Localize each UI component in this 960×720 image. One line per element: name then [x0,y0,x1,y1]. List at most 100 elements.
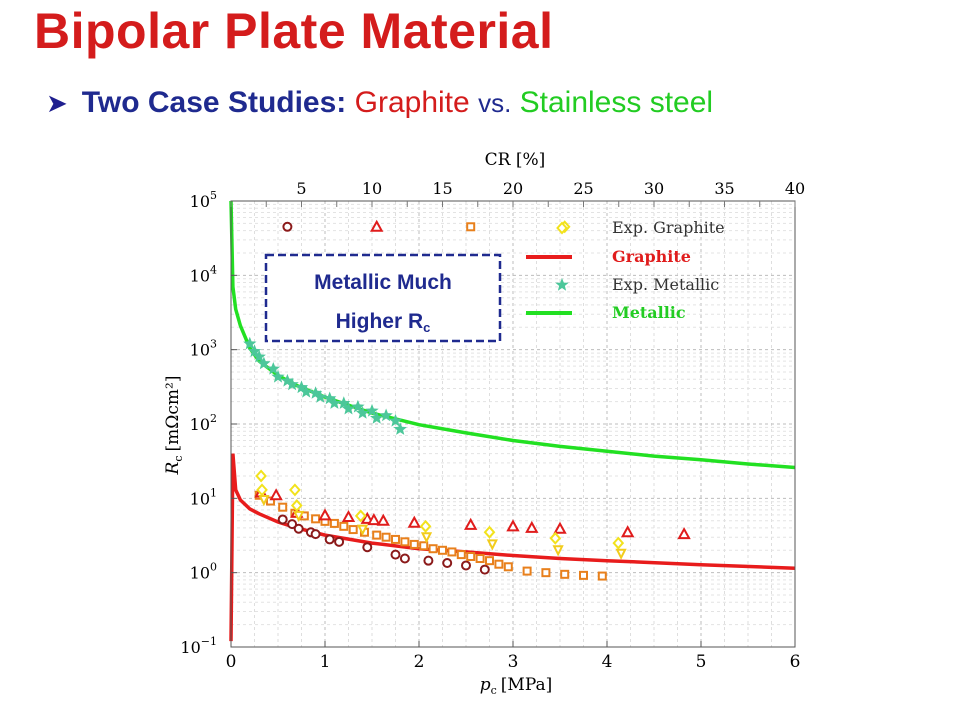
legend-entry-label: Exp. Graphite [612,218,725,237]
x-tick-label: 5 [696,652,707,672]
data-point-square [428,544,438,554]
y-tick-base: 10 [190,266,210,285]
y-tick-base: 10 [190,564,210,583]
series-line-graphite [229,453,796,642]
data-point-circle [442,557,453,568]
data-point-star [280,373,295,387]
y-axis-label-main: R [163,461,183,475]
data-point-circle [293,523,304,534]
callout-border [264,253,502,343]
y-tick-label: 101 [190,486,217,508]
legend: Exp. Graphite Graphite Exp. Metallic Metall… [526,218,725,322]
data-point-star [323,391,337,405]
y-tick-exponent: 3 [210,338,217,351]
data-point-square [391,534,400,544]
data-point-square [447,547,457,557]
data-point-diamond [289,483,301,497]
y-tick-exponent: 0 [210,561,217,574]
data-point-star [388,413,403,427]
x2-tick-label: 40 [785,179,805,198]
y-tick-label: 103 [190,338,217,360]
data-point-diamond [354,509,367,523]
data-point-circle [282,221,293,232]
data-point-star [247,344,262,357]
subtitle-stainless: Stainless steel [519,86,714,119]
data-point-triangle [677,527,691,540]
y-tick-label: 104 [190,263,217,285]
data-point-star [370,411,384,424]
subtitle-lead: Two Case Studies: [81,86,347,119]
data-point-star [299,384,313,398]
data-point-star [393,422,407,435]
y-axis-label-unit: [mΩcm²] [163,376,183,452]
data-point-triangle [464,517,478,530]
data-point-triangle [341,509,356,523]
callout-line-2-sub: c [423,320,430,335]
data-point-star [337,396,351,409]
data-point-square [438,545,447,555]
data-point-star [313,390,327,403]
data-point-star [266,362,280,375]
data-point-square [265,496,275,506]
data-point-triangle [620,525,635,538]
data-point-wedge [356,524,369,536]
x2-tick-label: 30 [644,179,664,198]
data-point-star [327,396,342,409]
data-point-diamond [483,525,496,539]
x2-tick-label: 10 [362,179,382,198]
slide-subtitle: ➤ Two Case Studies: Graphite vs. Stainles… [46,86,713,120]
subtitle-graphite: Graphite [354,86,470,119]
data-point-star [351,399,365,413]
callout-line-1: Metallic Much [314,271,452,294]
data-point-wedge [258,494,270,507]
data-point-circle [334,536,345,547]
data-point-circle [423,555,434,566]
y-tick-base: 10 [190,192,210,211]
callout-line-2-main: Higher R [336,310,424,333]
y-tick-label: 100 [190,561,217,583]
data-point-square [329,518,339,528]
data-point-diamond [290,499,303,513]
y-tick-label: 105 [190,189,217,211]
legend-entry-label: Metallic [612,303,686,322]
data-point-square [372,530,382,540]
data-point-wedge [293,510,305,523]
data-point-star [379,408,393,422]
data-point-star [243,336,257,350]
x-axis-label-sub: c [491,684,497,697]
data-point-wedge [552,545,564,557]
x2-tick-label: 25 [573,179,593,198]
y-tick-base: 10 [190,415,210,434]
legend-entry-label: Exp. Metallic [612,275,719,294]
bullet-arrow-icon: ➤ [46,88,68,118]
data-point-square [494,559,504,569]
data-point-circle [324,534,335,545]
data-point-wedge [420,532,433,544]
data-point-circle [399,553,410,564]
data-point-diamond [549,531,562,545]
data-point-triangle [525,520,539,533]
data-point-star [355,406,370,419]
x-tick-label: 6 [790,652,801,672]
y-tick-base: 10 [180,638,200,657]
data-point-circle [479,564,490,575]
data-point-circle [310,529,321,540]
x2-tick-label: 5 [296,179,306,198]
y-tick-label: 10−1 [180,635,217,657]
x-axis-label-unit: [MPa] [501,675,552,695]
y-tick-exponent: 2 [210,412,217,425]
data-point-star [285,377,299,391]
data-point-wedge [486,539,498,551]
data-point-square [466,552,476,562]
x2-tick-label: 15 [432,179,452,198]
data-point-square [456,550,466,560]
y-tick-exponent: 5 [210,189,217,202]
x-tick-label: 2 [414,652,425,672]
data-point-triangle [370,219,384,232]
x2-tick-label: 20 [503,179,523,198]
data-point-square [339,521,349,531]
y-tick-exponent: 4 [210,263,217,276]
data-point-square [466,222,476,232]
x-tick-label: 1 [320,652,331,672]
